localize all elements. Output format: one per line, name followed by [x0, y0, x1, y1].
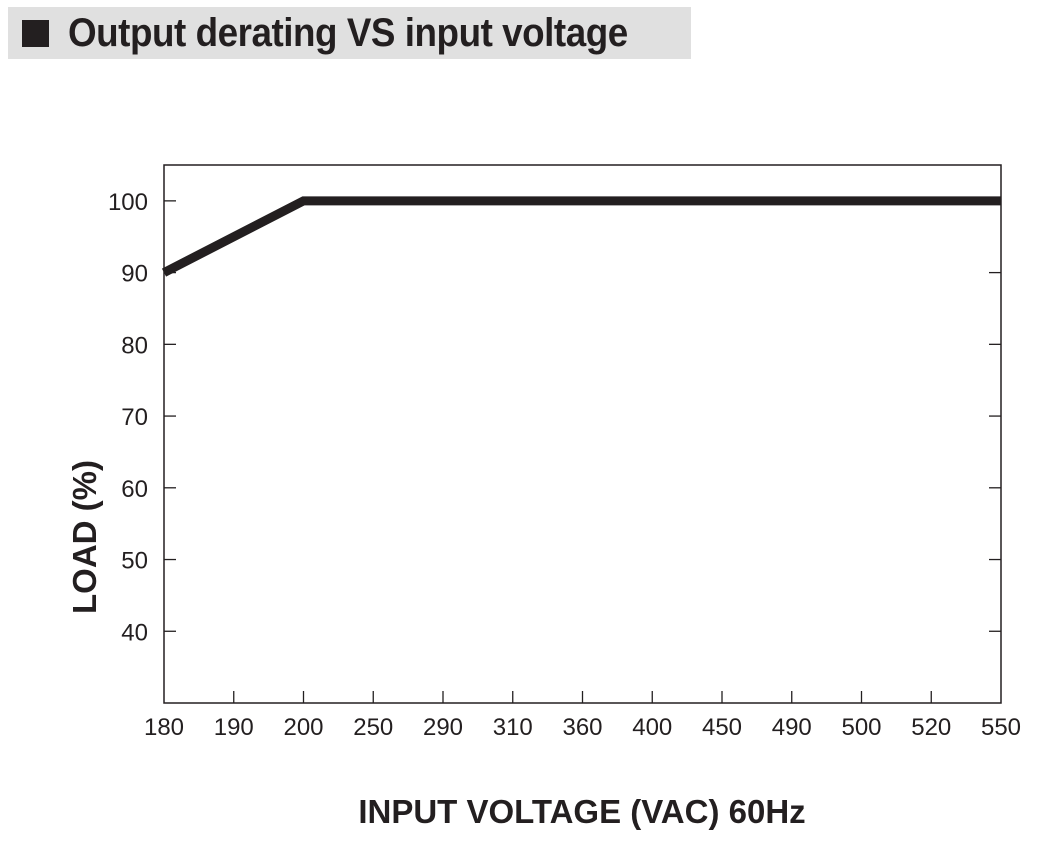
x-tick-label: 520 [911, 714, 951, 741]
x-tick-label: 180 [144, 714, 184, 741]
x-tick-label: 450 [702, 714, 742, 741]
y-axis-label: LOAD (%) [66, 460, 103, 614]
x-tick-label: 360 [562, 714, 602, 741]
y-tick-label: 100 [108, 189, 148, 216]
x-tick-label: 250 [353, 714, 393, 741]
series-line [161, 196, 1001, 277]
x-tick-label: 500 [841, 714, 881, 741]
plot-frame [163, 164, 1002, 704]
x-tick-label: 550 [981, 714, 1021, 741]
x-tick-label: 490 [772, 714, 812, 741]
title-bar: Output derating VS input voltage [8, 7, 691, 59]
y-tick-label: 70 [121, 404, 148, 431]
series-layer [161, 196, 1001, 277]
x-tick-label: 400 [632, 714, 672, 741]
y-axis-ticks: 40 50 60 70 80 90 100 [108, 189, 1001, 646]
x-tick-label: 290 [423, 714, 463, 741]
chart-title: Output derating VS input voltage [68, 10, 628, 55]
x-tick-label: 310 [493, 714, 533, 741]
title-square-icon [22, 19, 49, 47]
x-tick-label: 190 [214, 714, 254, 741]
x-axis-ticks: 180 190 200 250 290 310 360 400 450 490 500 520 550 [144, 691, 1021, 741]
y-tick-label: 80 [121, 332, 148, 359]
y-tick-label: 40 [121, 619, 148, 646]
y-tick-label: 50 [121, 548, 148, 575]
x-axis-label: INPUT VOLTAGE (VAC) 60Hz [358, 793, 805, 830]
y-tick-label: 60 [121, 476, 148, 503]
x-tick-label: 200 [283, 714, 323, 741]
y-tick-label: 90 [121, 261, 148, 288]
